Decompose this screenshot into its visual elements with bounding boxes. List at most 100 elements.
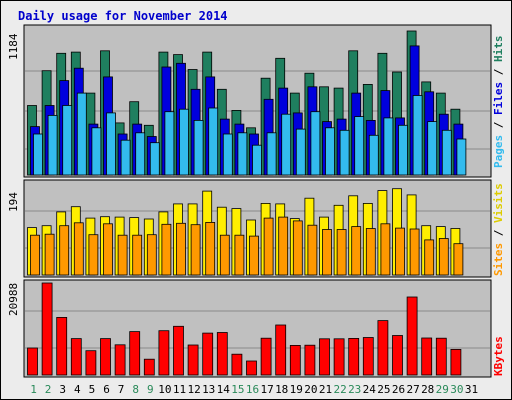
bar-pages-day-20 (310, 111, 321, 176)
bar-pages-day-10 (164, 111, 175, 176)
bar-sites-day-20 (307, 224, 318, 276)
bar-pages-day-11 (179, 108, 189, 176)
bar-kbytes-day-19 (289, 344, 301, 376)
bar-marks (27, 30, 467, 376)
bar-pages-day-7 (120, 139, 131, 176)
bar-sites-day-30 (453, 243, 464, 276)
bar-sites-day-1 (30, 234, 40, 276)
bar-kbytes-day-25 (377, 320, 389, 376)
bar-kbytes-day-27 (406, 296, 418, 376)
legend-files: Files (492, 82, 505, 115)
bar-kbytes-day-16 (246, 360, 257, 376)
bar-kbytes-day-9 (143, 358, 155, 376)
bar-pages-day-26 (398, 124, 408, 176)
chart-title: Daily usage for November 2014 (18, 9, 228, 23)
bar-kbytes-day-28 (421, 337, 433, 376)
bar-pages-day-29 (441, 129, 452, 176)
bar-sites-day-28 (424, 239, 435, 276)
x-label-day-29: 29 (436, 383, 449, 396)
bar-sites-day-6 (103, 223, 113, 276)
bot-panel-ymax-label: 20988 (7, 283, 20, 316)
bar-pages-day-19 (295, 128, 306, 176)
legend-hits: Hits (492, 36, 505, 63)
bar-pages-day-5 (91, 127, 102, 176)
bar-sites-day-8 (132, 234, 143, 276)
bar-kbytes-day-14 (216, 332, 228, 376)
bar-sites-day-16 (249, 235, 259, 276)
bar-sites-day-3 (59, 225, 70, 276)
bar-kbytes-day-18 (275, 324, 287, 376)
x-label-day-26: 26 (392, 383, 405, 396)
bar-sites-day-15 (234, 234, 245, 276)
bar-pages-day-16 (252, 144, 262, 176)
legend-visits: Visits (492, 183, 505, 223)
bar-sites-day-25 (380, 223, 391, 276)
bar-kbytes-day-29 (435, 337, 447, 376)
x-label-day-13: 13 (202, 383, 215, 396)
x-label-day-18: 18 (275, 383, 288, 396)
x-axis-labels: 1 2 3 4 5 6 7 8 9 10 11 12 13 14 15 16 17 18 19 20 21 22 23 24 2… (30, 383, 478, 396)
x-label-day-21: 21 (319, 383, 332, 396)
bar-sites-day-19 (292, 220, 303, 276)
bar-pages-day-25 (383, 117, 394, 176)
bar-kbytes-day-23 (348, 337, 360, 376)
bar-kbytes-day-24 (362, 337, 374, 376)
x-label-day-9: 9 (147, 383, 154, 396)
legend-pages: Pages (492, 135, 505, 168)
bar-pages-day-4 (76, 92, 87, 176)
x-label-day-27: 27 (406, 383, 419, 396)
bar-pages-day-13 (208, 107, 219, 176)
legend-bot: KBytes (492, 336, 505, 376)
x-label-day-28: 28 (421, 383, 434, 396)
bar-pages-day-15 (237, 132, 248, 176)
bar-kbytes-day-22 (333, 338, 345, 376)
bar-kbytes-day-15 (231, 353, 243, 376)
bar-sites-day-4 (73, 222, 84, 276)
x-label-day-1: 1 (30, 383, 37, 396)
legend-mid: Sites / Visits (492, 183, 505, 276)
bar-pages-day-9 (149, 142, 160, 176)
x-label-day-11: 11 (173, 383, 186, 396)
bar-kbytes-day-12 (187, 344, 199, 376)
x-label-day-16: 16 (246, 383, 259, 396)
bar-kbytes-day-7 (114, 344, 126, 376)
bar-kbytes-day-13 (202, 332, 214, 376)
bar-pages-day-24 (368, 134, 379, 176)
bar-sites-day-27 (409, 228, 420, 276)
bar-kbytes-day-20 (304, 344, 316, 376)
x-label-day-19: 19 (290, 383, 303, 396)
bar-sites-day-17 (263, 217, 274, 276)
bar-sites-day-12 (190, 224, 201, 276)
bar-pages-day-27 (412, 95, 423, 176)
mid-panel-ymax-label: 194 (7, 192, 20, 212)
x-label-day-2: 2 (45, 383, 52, 396)
bar-kbytes-day-3 (56, 316, 68, 376)
x-label-day-24: 24 (363, 383, 377, 396)
bar-sites-day-5 (88, 234, 99, 276)
x-label-day-12: 12 (187, 383, 200, 396)
top-panel-ymax-label: 1184 (7, 33, 20, 60)
bar-kbytes-day-6 (100, 338, 111, 376)
x-label-day-30: 30 (450, 383, 463, 396)
bar-pages-day-8 (135, 132, 146, 176)
bar-pages-day-23 (354, 116, 365, 176)
x-label-day-6: 6 (103, 383, 110, 396)
x-label-day-22: 22 (333, 383, 346, 396)
x-label-day-7: 7 (118, 383, 125, 396)
bar-pages-day-18 (281, 113, 292, 176)
x-label-day-17: 17 (260, 383, 273, 396)
legend-sep-3: / (492, 223, 505, 243)
legend-top: Pages / Files / Hits (492, 36, 505, 169)
x-label-day-15: 15 (231, 383, 244, 396)
bar-pages-day-30 (456, 138, 467, 176)
legend-sep-1: / (492, 115, 505, 135)
x-label-day-3: 3 (59, 383, 66, 396)
bar-sites-day-9 (146, 234, 157, 276)
bar-sites-day-18 (278, 216, 289, 276)
x-label-day-4: 4 (74, 383, 81, 396)
bar-sites-day-23 (351, 226, 362, 276)
bar-kbytes-day-11 (173, 325, 184, 376)
bar-sites-day-13 (205, 221, 216, 276)
bar-sites-day-14 (219, 234, 230, 276)
